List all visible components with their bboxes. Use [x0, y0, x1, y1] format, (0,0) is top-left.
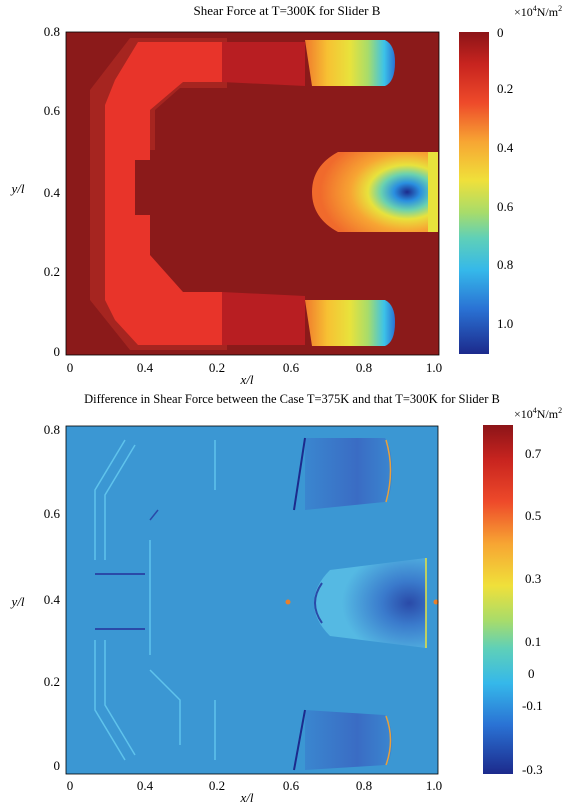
- plot2-xtick-2: 0.2: [209, 778, 225, 793]
- plot2-xtick-4: 0.8: [356, 778, 372, 793]
- plot2-xtick-5: 1.0: [426, 778, 442, 793]
- plot1-left-bridge: [105, 160, 135, 215]
- plot1-upper-rail: [105, 42, 222, 160]
- plot2-ytick-1: 0.6: [44, 506, 61, 521]
- plot2-xtick-3: 0.6: [283, 778, 300, 793]
- plot1-xtick-5: 1.0: [426, 360, 442, 375]
- plot2-middle-arc: [314, 582, 323, 624]
- plot1-frame: [65, 31, 440, 356]
- plot1-top-pad: [305, 40, 395, 86]
- plot1-heatmap: [65, 31, 440, 356]
- plot2-bottom-pad-edge: [293, 709, 306, 771]
- plot1-bottom-pad: [305, 300, 395, 346]
- plot1-cbar-tick-3: 0.6: [497, 199, 514, 214]
- plot2-cbar-tick-5: -0.1: [522, 698, 543, 713]
- plot2-marker-right: [433, 599, 439, 605]
- plot2-ytick-2: 0.4: [44, 592, 61, 607]
- plot1-top-channel: [222, 42, 305, 86]
- plot1-ytick-2: 0.4: [44, 185, 61, 200]
- plot2-cbar-tick-6: -0.3: [522, 762, 543, 777]
- plot2-ytick-3: 0.2: [44, 674, 60, 689]
- plot1-ytick-4: 0: [54, 344, 61, 359]
- plot2-bottom-pad: [305, 710, 392, 770]
- plot1-cbar-tick-2: 0.4: [497, 140, 514, 155]
- plot1-cbar-tick-1: 0.2: [497, 81, 513, 96]
- plot2-cbar-tick-1: 0.5: [525, 508, 541, 523]
- plot2-ytick-0: 0.8: [44, 422, 60, 437]
- plot1-middle-pad-edge: [428, 152, 438, 232]
- plot2-xtick-1: 0.4: [137, 778, 154, 793]
- plot2-cbar-tick-0: 0.7: [525, 446, 542, 461]
- plot2-cbar-tick-2: 0.3: [525, 571, 541, 586]
- plot2-top-pad-edge: [293, 437, 306, 511]
- plot1-ytick-0: 0.8: [44, 24, 60, 39]
- plot2-frame: [65, 425, 439, 775]
- plot1-xtick-2: 0.2: [209, 360, 225, 375]
- plot1-cbar-tick-5: 1.0: [497, 316, 513, 331]
- plot2-cbar-tick-4: 0: [528, 666, 535, 681]
- plot1-ylabel: y/l: [10, 181, 25, 196]
- plot1-ytick-1: 0.6: [44, 103, 61, 118]
- plot1-cbar-tick-4: 0.8: [497, 257, 513, 272]
- plot1-xtick-4: 0.8: [356, 360, 372, 375]
- plot2-bottom-pad-rim: [385, 715, 392, 766]
- plot1-xlabel: x/l: [240, 372, 254, 387]
- plot2-middle-pad: [314, 558, 426, 648]
- plot1-ytick-3: 0.2: [44, 264, 60, 279]
- plot1-xtick-1: 0.4: [137, 360, 154, 375]
- plot2-title: Difference in Shear Force between the Ca…: [84, 392, 500, 406]
- plot1-middle-pad: [312, 152, 428, 232]
- plot2-xtick-0: 0: [67, 778, 74, 793]
- plot2-top-pad: [305, 438, 392, 510]
- plot2-marker-left: [285, 599, 291, 605]
- plot1-cbar-tick-0: 0: [497, 25, 504, 40]
- plot2-colorbar: [483, 425, 513, 774]
- plot1-colorbar: [459, 32, 489, 354]
- plot2-colorbar-unit: ×104N/m2: [514, 406, 562, 421]
- plot2-cbar-tick-3: 0.1: [525, 634, 541, 649]
- plot2-ylabel: y/l: [10, 594, 25, 609]
- plot1-bottom-channel: [222, 292, 305, 345]
- plot1-title: Shear Force at T=300K for Slider B: [194, 3, 381, 18]
- plot1-lower-rail: [105, 215, 222, 345]
- plot2-xlabel: x/l: [240, 790, 254, 805]
- plot2-edge-lines: [94, 439, 216, 761]
- plot2-top-pad-rim: [385, 439, 392, 503]
- plot2-heatmap: [65, 425, 439, 775]
- plot1-xtick-3: 0.6: [283, 360, 300, 375]
- plot1-xtick-0: 0: [67, 360, 74, 375]
- plot2-ytick-4: 0: [54, 758, 61, 773]
- plot1-colorbar-unit: ×104N/m2: [514, 4, 562, 19]
- plot2-small-mark-top: [149, 509, 159, 521]
